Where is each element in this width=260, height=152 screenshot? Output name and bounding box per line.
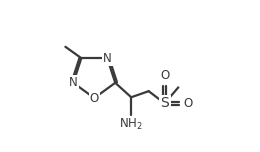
Text: N: N <box>69 76 78 89</box>
Text: O: O <box>184 97 193 110</box>
Text: O: O <box>160 69 169 82</box>
Text: N: N <box>103 52 112 65</box>
Text: O: O <box>90 92 99 105</box>
Text: S: S <box>160 96 169 110</box>
Text: NH$_2$: NH$_2$ <box>119 117 143 132</box>
